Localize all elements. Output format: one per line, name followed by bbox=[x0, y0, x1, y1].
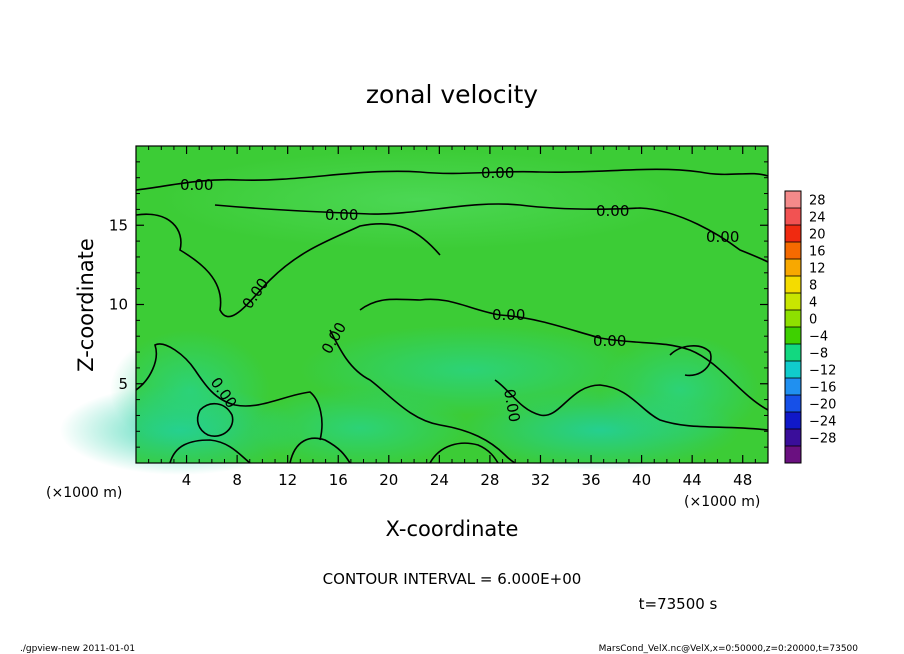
contour-label: 0.00 bbox=[596, 202, 629, 220]
contour-line bbox=[329, 329, 516, 464]
colorbar-swatch bbox=[785, 395, 801, 413]
x-tick-label: 44 bbox=[683, 471, 702, 489]
y-tick-label: 5 bbox=[118, 375, 128, 393]
contour-line bbox=[669, 345, 712, 377]
colorbar-label: −8 bbox=[809, 347, 828, 362]
colorbar-label: −20 bbox=[809, 398, 836, 413]
colorbar-label: 12 bbox=[809, 262, 826, 277]
y-axis: 5 10 15 bbox=[109, 161, 768, 448]
x-tick-label: 36 bbox=[581, 471, 600, 489]
colorbar-swatch bbox=[785, 191, 801, 209]
x-tick-label: 24 bbox=[430, 471, 449, 489]
colorbar: 28 24 20 16 12 8 4 0 −4 −8 −12 −16 −20 −24 −28 bbox=[784, 190, 836, 464]
x-tick-label: 8 bbox=[232, 471, 242, 489]
contour-line bbox=[169, 439, 251, 464]
contour-line bbox=[359, 298, 769, 411]
colorbar-label: 8 bbox=[809, 279, 817, 294]
x-axis-unit-note-left: (×1000 m) bbox=[46, 485, 122, 501]
colorbar-swatch bbox=[785, 293, 801, 311]
colorbar-swatch bbox=[785, 242, 801, 260]
contour-label: 0.00 bbox=[500, 388, 524, 424]
colorbar-swatch bbox=[785, 225, 801, 243]
x-tick-label: 20 bbox=[379, 471, 398, 489]
time-text: t=73500 s bbox=[639, 595, 718, 613]
field-shading-upper bbox=[160, 150, 680, 250]
colorbar-label: 20 bbox=[809, 228, 826, 243]
contour-line bbox=[135, 213, 441, 318]
x-axis: 4 8 12 16 20 24 28 32 36 40 44 48 bbox=[148, 146, 769, 489]
colorbar-swatch bbox=[785, 361, 801, 379]
contour-label: 0.00 bbox=[492, 306, 525, 324]
x-tick-label: 4 bbox=[182, 471, 192, 489]
contour-line bbox=[196, 402, 234, 437]
footer-right: MarsCond_VelX.nc@VelX,x=0:50000,z=0:2000… bbox=[599, 644, 859, 654]
colorbar-swatch bbox=[785, 208, 801, 226]
contour-line bbox=[135, 343, 323, 441]
colorbar-label: −4 bbox=[809, 330, 828, 345]
colorbar-label: 28 bbox=[809, 194, 826, 209]
field-shading-center bbox=[300, 325, 640, 415]
field-shading-left bbox=[110, 330, 270, 450]
chart-title: zonal velocity bbox=[366, 80, 538, 109]
colorbar-swatch bbox=[785, 344, 801, 362]
contour-label: 0.00 bbox=[706, 228, 739, 246]
colorbar-label: −24 bbox=[809, 415, 836, 430]
colorbar-swatch bbox=[785, 327, 801, 345]
contour-line bbox=[429, 442, 499, 464]
x-axis-label: X-coordinate bbox=[386, 517, 519, 541]
colorbar-swatch bbox=[785, 429, 801, 447]
colorbar-label: −12 bbox=[809, 364, 836, 379]
x-tick-label: 32 bbox=[531, 471, 550, 489]
colorbar-swatch bbox=[785, 259, 801, 277]
contour-label: 0.00 bbox=[481, 164, 514, 182]
contour-label: 0.00 bbox=[325, 206, 358, 224]
colorbar-swatch bbox=[785, 446, 801, 464]
colorbar-swatch bbox=[785, 276, 801, 294]
contour-lines bbox=[135, 168, 769, 464]
contour-line bbox=[214, 203, 769, 263]
colorbar-label: 0 bbox=[809, 313, 817, 328]
y-tick-label: 15 bbox=[109, 216, 128, 234]
colorbar-swatch bbox=[785, 310, 801, 328]
x-tick-label: 48 bbox=[733, 471, 752, 489]
x-tick-label: 28 bbox=[480, 471, 499, 489]
colorbar-label: −16 bbox=[809, 381, 836, 396]
colorbar-label: 16 bbox=[809, 245, 826, 260]
colorbar-swatch bbox=[785, 378, 801, 396]
contour-label: 0.00 bbox=[180, 176, 213, 194]
colorbar-label: 24 bbox=[809, 211, 826, 226]
x-axis-unit-note-right: (×1000 m) bbox=[684, 494, 760, 510]
x-tick-label: 40 bbox=[632, 471, 651, 489]
contour-interval-text: CONTOUR INTERVAL = 6.000E+00 bbox=[323, 570, 582, 588]
y-tick-label: 10 bbox=[109, 296, 128, 314]
footer-left: ./gpview-new 2011-01-01 bbox=[20, 644, 135, 654]
colorbar-label: 4 bbox=[809, 296, 817, 311]
x-tick-label: 16 bbox=[329, 471, 348, 489]
field-shading-right bbox=[600, 335, 760, 445]
y-axis-label: Z-coordinate bbox=[74, 238, 98, 372]
plot-area: 0.00 0.00 0.00 0.00 0.00 0.00 0.00 0.00 … bbox=[60, 145, 769, 475]
contour-line bbox=[135, 168, 769, 191]
colorbar-label: −28 bbox=[809, 432, 836, 447]
contour-line bbox=[289, 437, 351, 464]
x-tick-label: 12 bbox=[278, 471, 297, 489]
colorbar-swatch bbox=[785, 412, 801, 430]
contour-line bbox=[494, 379, 769, 431]
contour-label: 0.00 bbox=[593, 332, 626, 350]
